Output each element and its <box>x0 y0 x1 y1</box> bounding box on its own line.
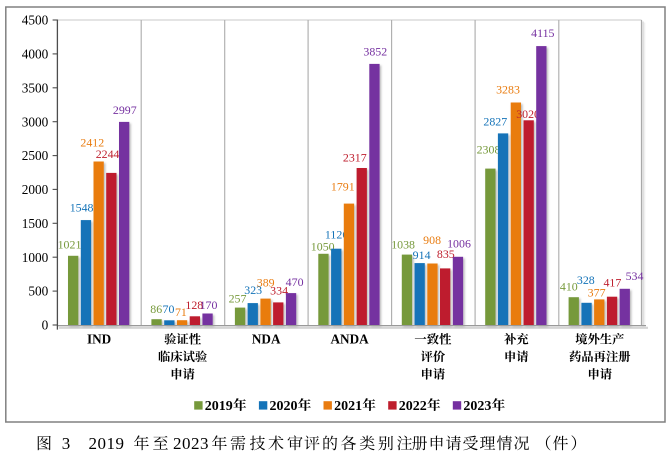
svg-text:2020: 2020 <box>270 399 298 414</box>
svg-text:2019: 2019 <box>205 399 233 414</box>
svg-text:914: 914 <box>413 248 431 262</box>
svg-text:534: 534 <box>626 269 644 283</box>
svg-text:2000: 2000 <box>22 182 49 197</box>
svg-text:2019: 2019 <box>89 434 125 453</box>
svg-text:257: 257 <box>229 292 247 306</box>
svg-text:ANDA: ANDA <box>331 332 370 347</box>
svg-text:3852: 3852 <box>363 44 387 58</box>
svg-text:128: 128 <box>185 298 203 312</box>
svg-text:470: 470 <box>286 275 304 289</box>
svg-text:2997: 2997 <box>113 103 137 117</box>
svg-text:1038: 1038 <box>391 237 415 251</box>
svg-text:323: 323 <box>244 283 262 297</box>
svg-text:1500: 1500 <box>22 216 49 231</box>
svg-text:2023: 2023 <box>463 399 491 414</box>
svg-text:1126: 1126 <box>325 227 348 241</box>
svg-text:500: 500 <box>28 284 48 299</box>
svg-text:2244: 2244 <box>96 147 120 161</box>
svg-text:1021: 1021 <box>58 238 82 252</box>
svg-text:170: 170 <box>200 298 218 312</box>
svg-text:2317: 2317 <box>343 151 367 165</box>
svg-text:3: 3 <box>62 434 71 453</box>
svg-text:71: 71 <box>175 305 187 319</box>
svg-text:0: 0 <box>42 318 49 333</box>
svg-text:410: 410 <box>560 280 578 294</box>
svg-text:1000: 1000 <box>22 250 49 265</box>
svg-text:835: 835 <box>437 247 455 261</box>
svg-text:1050: 1050 <box>311 239 335 253</box>
svg-text:377: 377 <box>588 286 606 300</box>
svg-text:86: 86 <box>150 302 162 316</box>
svg-text:3500: 3500 <box>22 80 49 95</box>
svg-text:3020: 3020 <box>516 107 540 121</box>
svg-text:417: 417 <box>603 275 621 289</box>
svg-text:4500: 4500 <box>22 13 49 28</box>
svg-text:1006: 1006 <box>447 236 471 250</box>
svg-text:908: 908 <box>423 233 441 247</box>
svg-text:4000: 4000 <box>22 47 49 62</box>
svg-text:4115: 4115 <box>531 26 554 40</box>
svg-text:334: 334 <box>270 284 288 298</box>
svg-text:328: 328 <box>577 273 595 287</box>
svg-text:389: 389 <box>257 275 275 289</box>
svg-text:2308: 2308 <box>477 143 501 157</box>
svg-text:3000: 3000 <box>22 114 49 129</box>
svg-text:3283: 3283 <box>496 82 520 96</box>
svg-text:2827: 2827 <box>483 115 507 129</box>
svg-text:2022: 2022 <box>399 399 427 414</box>
svg-text:1791: 1791 <box>331 179 355 193</box>
svg-text:2021: 2021 <box>334 399 362 414</box>
svg-text:2023: 2023 <box>173 434 209 453</box>
svg-text:1548: 1548 <box>70 200 94 214</box>
svg-text:2412: 2412 <box>80 136 104 150</box>
svg-text:2500: 2500 <box>22 148 49 163</box>
svg-text:NDA: NDA <box>252 332 281 347</box>
svg-text:70: 70 <box>163 302 175 316</box>
svg-text:IND: IND <box>87 332 111 347</box>
